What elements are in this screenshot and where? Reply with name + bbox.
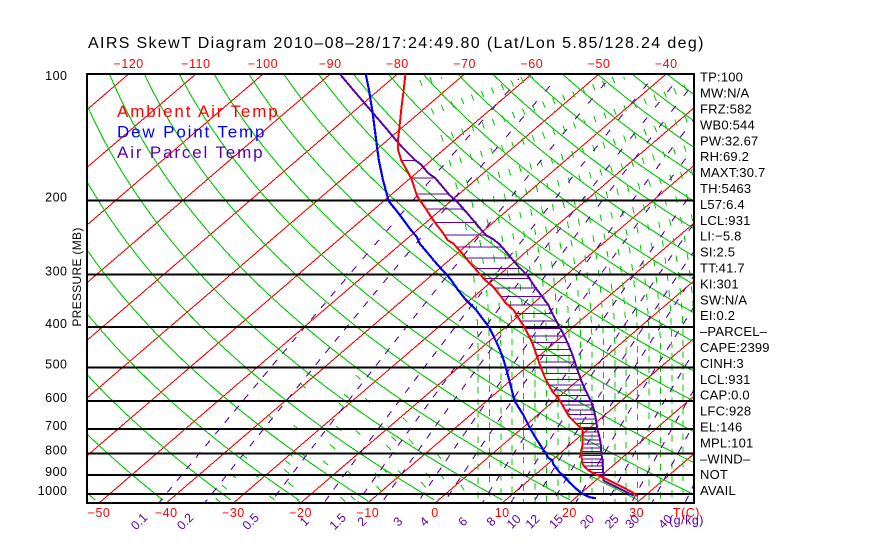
svg-text:MW:N/A: MW:N/A — [700, 86, 749, 101]
svg-text:700: 700 — [45, 419, 67, 433]
svg-text:LI:−5.8: LI:−5.8 — [700, 229, 742, 244]
svg-text:AIRS SkewT Diagram 2010–08–28/: AIRS SkewT Diagram 2010–08–28/17:24:49.8… — [88, 35, 705, 52]
svg-text:−80: −80 — [386, 57, 409, 71]
svg-text:CAPE:2399: CAPE:2399 — [700, 340, 770, 355]
svg-text:−50: −50 — [588, 57, 611, 71]
svg-text:Air Parcel Temp: Air Parcel Temp — [117, 143, 264, 162]
svg-text:1000: 1000 — [38, 484, 68, 498]
svg-text:−20: −20 — [289, 506, 312, 520]
svg-text:KI:301: KI:301 — [700, 276, 739, 291]
svg-text:Ambient Air Temp: Ambient Air Temp — [117, 102, 280, 121]
svg-text:−100: −100 — [248, 57, 278, 71]
svg-text:LCL:931: LCL:931 — [700, 372, 751, 387]
svg-text:WB0:544: WB0:544 — [700, 117, 755, 132]
svg-text:TH:5463: TH:5463 — [700, 181, 751, 196]
svg-text:−50: −50 — [88, 506, 111, 520]
svg-text:−90: −90 — [319, 57, 342, 71]
svg-text:−70: −70 — [453, 57, 476, 71]
svg-text:200: 200 — [45, 190, 67, 204]
svg-text:600: 600 — [45, 391, 67, 405]
svg-text:30: 30 — [629, 506, 644, 520]
svg-text:LCL:931: LCL:931 — [700, 213, 751, 228]
svg-text:10: 10 — [495, 506, 510, 520]
svg-text:MAXT:30.7: MAXT:30.7 — [700, 165, 765, 180]
svg-text:MPL:101: MPL:101 — [700, 435, 753, 450]
svg-text:RH:69.2: RH:69.2 — [700, 149, 749, 164]
svg-text:PW:32.67: PW:32.67 — [700, 133, 758, 148]
svg-text:100: 100 — [45, 69, 67, 83]
svg-text:–PARCEL–: –PARCEL– — [700, 324, 768, 339]
svg-text:NOT: NOT — [700, 467, 728, 482]
svg-text:400: 400 — [45, 317, 67, 331]
svg-text:TT:41.7: TT:41.7 — [700, 261, 745, 276]
svg-text:TP:100: TP:100 — [700, 70, 743, 85]
svg-text:SW:N/A: SW:N/A — [700, 292, 747, 307]
svg-text:500: 500 — [45, 358, 67, 372]
svg-text:−40: −40 — [155, 506, 178, 520]
svg-text:−40: −40 — [655, 57, 678, 71]
svg-text:0: 0 — [431, 506, 438, 520]
svg-text:–WIND–: –WIND– — [700, 451, 751, 466]
svg-text:−110: −110 — [181, 57, 210, 71]
svg-text:PRESSURE (MB): PRESSURE (MB) — [70, 227, 84, 326]
svg-text:800: 800 — [45, 443, 67, 457]
svg-text:−30: −30 — [222, 506, 245, 520]
svg-text:EI:0.2: EI:0.2 — [700, 308, 735, 323]
svg-text:−10: −10 — [356, 506, 379, 520]
svg-text:SI:2.5: SI:2.5 — [700, 245, 735, 260]
svg-text:EL:146: EL:146 — [700, 420, 742, 435]
svg-text:300: 300 — [45, 264, 67, 278]
svg-text:L57:6.4: L57:6.4 — [700, 197, 745, 212]
svg-text:20: 20 — [562, 506, 577, 520]
svg-text:CINH:3: CINH:3 — [700, 356, 744, 371]
svg-text:Dew Point Temp: Dew Point Temp — [117, 123, 266, 142]
svg-text:−120: −120 — [114, 57, 144, 71]
svg-text:−60: −60 — [520, 57, 543, 71]
svg-text:CAP:0.0: CAP:0.0 — [700, 388, 750, 403]
svg-text:T(C): T(C) — [673, 506, 700, 520]
svg-text:LFC:928: LFC:928 — [700, 404, 751, 419]
svg-text:900: 900 — [45, 465, 67, 479]
svg-text:(g/kg): (g/kg) — [669, 514, 704, 528]
svg-text:AVAIL: AVAIL — [700, 483, 736, 498]
svg-text:FRZ:582: FRZ:582 — [700, 102, 752, 117]
